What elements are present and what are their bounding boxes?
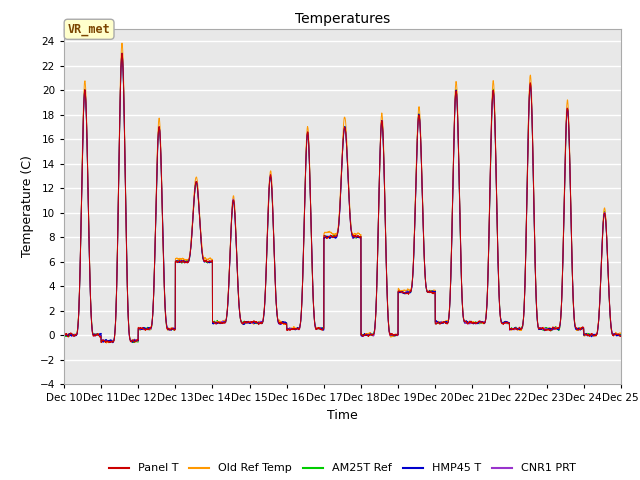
Old Ref Temp (60, 333, 68, 338)
Old Ref Temp (322, 229, 330, 235)
CNR1 PRT (60, 332, 68, 338)
Old Ref Temp (161, 282, 168, 288)
Legend: Panel T, Old Ref Temp, AM25T Ref, HMP45 T, CNR1 PRT: Panel T, Old Ref Temp, AM25T Ref, HMP45 … (104, 459, 580, 478)
AM25T Ref (617, 332, 625, 338)
HMP45 T (322, 234, 330, 240)
Panel T (322, 235, 330, 240)
AM25T Ref (118, 50, 126, 56)
CNR1 PRT (617, 333, 625, 338)
Line: AM25T Ref: AM25T Ref (64, 53, 621, 343)
Line: Panel T: Panel T (64, 53, 621, 343)
Old Ref Temp (118, 40, 126, 46)
Line: CNR1 PRT: CNR1 PRT (64, 53, 621, 343)
Panel T (616, 334, 624, 339)
AM25T Ref (129, 340, 136, 346)
CNR1 PRT (499, 320, 507, 325)
HMP45 T (616, 332, 624, 338)
Panel T (161, 285, 168, 291)
Panel T (118, 50, 126, 56)
CNR1 PRT (436, 319, 444, 325)
CNR1 PRT (322, 234, 330, 240)
Old Ref Temp (436, 321, 444, 326)
HMP45 T (161, 283, 168, 289)
AM25T Ref (322, 233, 330, 239)
Panel T (60, 333, 68, 338)
Y-axis label: Temperature (C): Temperature (C) (21, 156, 34, 257)
Panel T (436, 321, 444, 326)
Old Ref Temp (617, 331, 625, 336)
AM25T Ref (60, 333, 68, 338)
HMP45 T (60, 331, 68, 337)
AM25T Ref (616, 332, 624, 338)
CNR1 PRT (118, 50, 126, 56)
CNR1 PRT (468, 320, 476, 325)
AM25T Ref (436, 319, 444, 325)
HMP45 T (617, 332, 625, 338)
CNR1 PRT (109, 340, 116, 346)
Text: VR_met: VR_met (68, 23, 111, 36)
CNR1 PRT (616, 333, 624, 339)
X-axis label: Time: Time (327, 408, 358, 421)
Panel T (468, 319, 476, 324)
Title: Temperatures: Temperatures (295, 12, 390, 26)
Panel T (97, 340, 105, 346)
HMP45 T (118, 51, 126, 57)
HMP45 T (436, 321, 444, 326)
Old Ref Temp (102, 340, 110, 346)
Panel T (617, 333, 625, 339)
HMP45 T (109, 340, 117, 346)
Line: Old Ref Temp: Old Ref Temp (64, 43, 621, 343)
Old Ref Temp (499, 320, 507, 326)
AM25T Ref (468, 320, 476, 325)
HMP45 T (468, 318, 476, 324)
Panel T (499, 321, 507, 326)
Line: HMP45 T: HMP45 T (64, 54, 621, 343)
AM25T Ref (499, 320, 507, 325)
CNR1 PRT (161, 283, 168, 289)
Old Ref Temp (616, 330, 624, 336)
HMP45 T (499, 321, 507, 326)
AM25T Ref (161, 284, 168, 289)
Old Ref Temp (468, 320, 476, 326)
